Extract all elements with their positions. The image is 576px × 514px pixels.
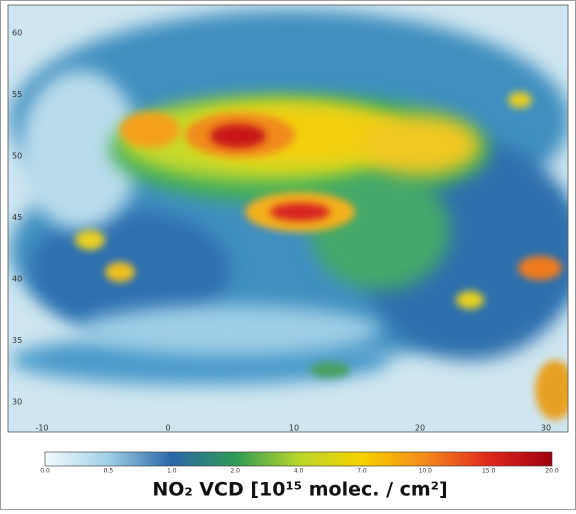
concentration-area <box>120 112 180 148</box>
concentration-area <box>456 291 484 309</box>
concentration-area <box>80 305 380 355</box>
concentration-area <box>508 92 532 108</box>
colorbar-tick-label: 4.0 <box>294 468 304 475</box>
colorbar-tick-label: 20.0 <box>545 468 559 475</box>
colorbar <box>45 452 552 466</box>
latitude-label: 60 <box>12 29 22 38</box>
colorbar-tick-label: 2.0 <box>230 468 240 475</box>
concentration-area <box>518 256 562 280</box>
latitude-label: 55 <box>12 90 22 99</box>
colorbar-tick-label: 15.0 <box>482 468 496 475</box>
latitude-label: 45 <box>12 213 22 222</box>
longitude-label: 30 <box>541 424 551 433</box>
latitude-label: 40 <box>12 275 22 284</box>
longitude-label: -10 <box>35 424 48 433</box>
latitude-label: 50 <box>12 152 22 161</box>
colorbar-tick-label: 7.0 <box>357 468 367 475</box>
longitude-label: 10 <box>289 424 299 433</box>
colorbar-title: NO₂ VCD [10¹⁵ molec. / cm²] <box>152 479 447 501</box>
latitude-label: 35 <box>12 336 22 345</box>
latitude-label: 30 <box>12 398 22 407</box>
colorbar-tick-label: 10.0 <box>419 468 433 475</box>
colorbar-tick-label: 1.0 <box>167 468 177 475</box>
colorbar-tick-label: 0.0 <box>40 468 50 475</box>
concentration-area <box>210 124 266 148</box>
no2-field <box>8 5 576 432</box>
longitude-label: 20 <box>415 424 425 433</box>
concentration-area <box>310 170 450 290</box>
concentration-area <box>75 230 105 250</box>
concentration-area <box>360 115 480 175</box>
concentration-area <box>310 362 350 378</box>
concentration-area <box>105 262 135 282</box>
concentration-area <box>270 203 330 221</box>
colorbar-tick-label: 0.5 <box>104 468 114 475</box>
figure: NO₂ VCD [10¹⁵ molec. / cm²] 60 55 50 45 40 35… <box>0 0 576 510</box>
longitude-label: 0 <box>165 424 170 433</box>
